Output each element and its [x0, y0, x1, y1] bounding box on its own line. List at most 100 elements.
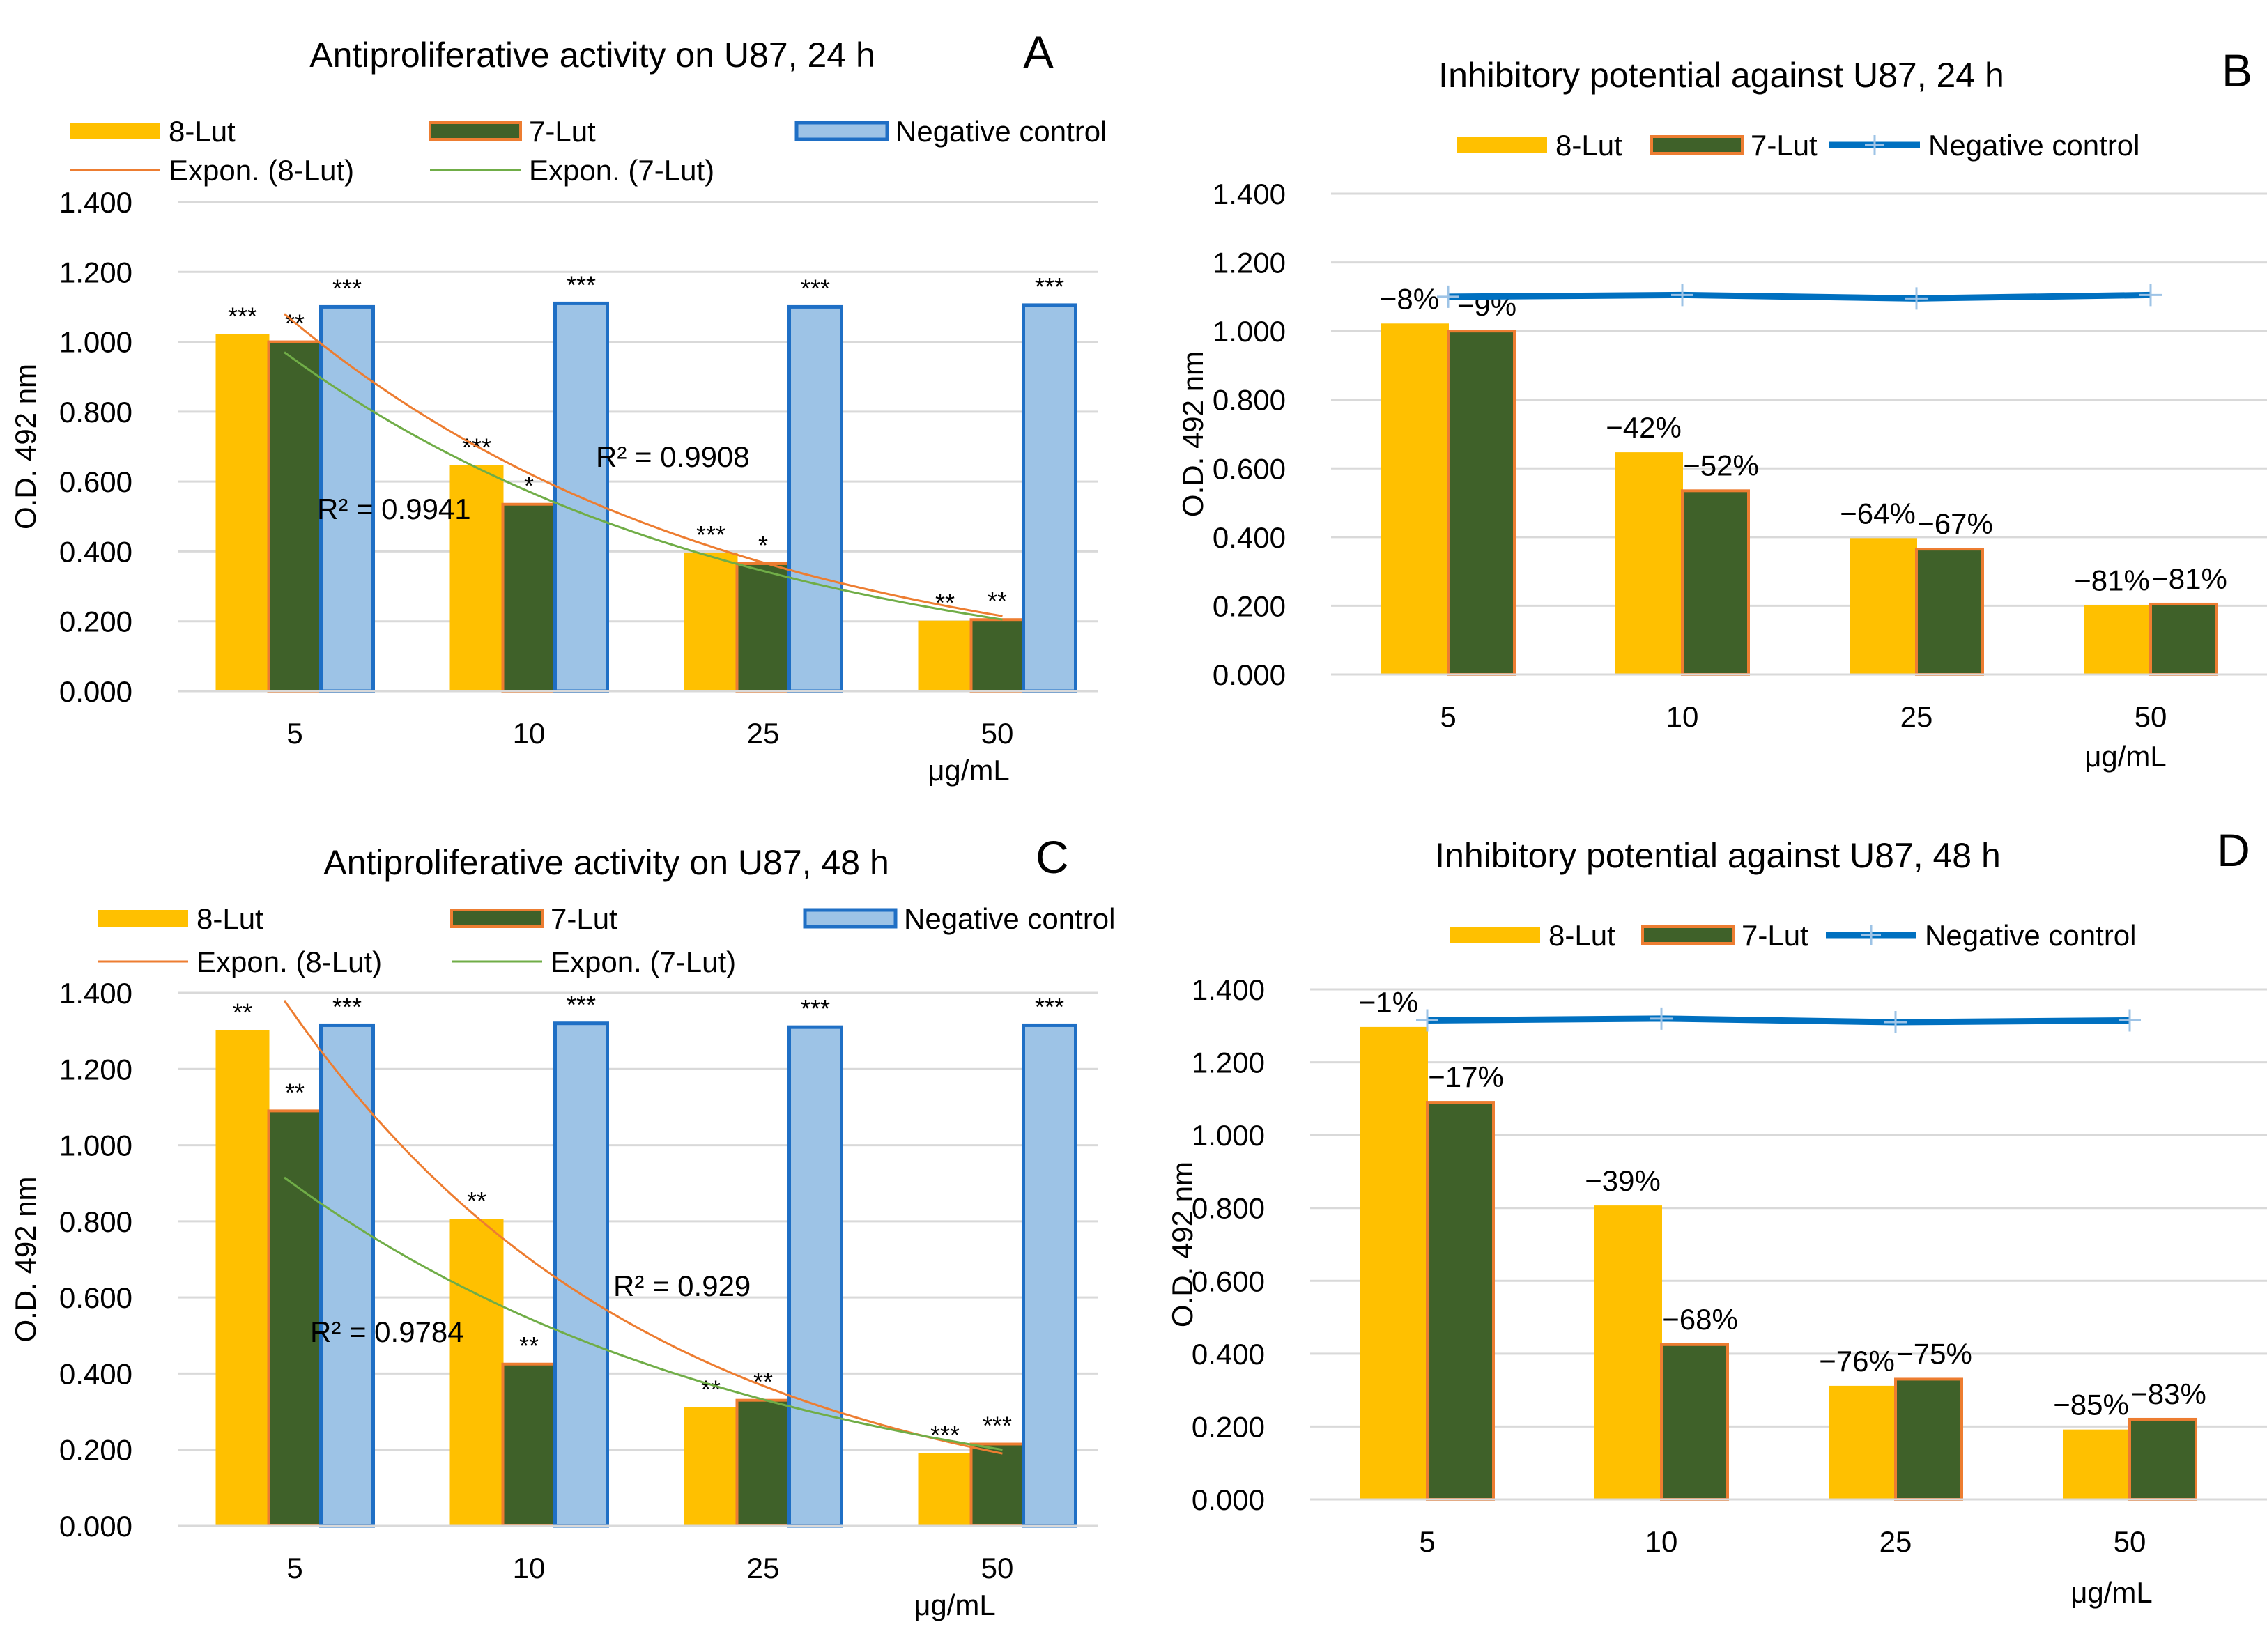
y-tick-label: 0.600 — [59, 1281, 132, 1314]
significance-mark: *** — [930, 1421, 960, 1449]
y-tick-label: 0.000 — [1192, 1483, 1265, 1516]
bar-7-lut — [735, 1398, 791, 1528]
bar-7-lut — [1447, 330, 1516, 676]
y-tick-label: 0.400 — [59, 1357, 132, 1390]
y-tick-label: 1.400 — [59, 186, 132, 219]
x-tick-label: 50 — [981, 1552, 1014, 1584]
bar-7-lut — [1681, 489, 1750, 676]
panel-letter: D — [2217, 824, 2250, 876]
x-tick-label: 25 — [1900, 700, 1933, 733]
significance-mark: *** — [801, 274, 830, 302]
legend-item: 8-Lut — [1450, 919, 1615, 952]
x-unit-label: μg/mL — [2070, 1576, 2153, 1609]
percent-label: −17% — [1428, 1060, 1504, 1093]
legend-label: 7-Lut — [529, 115, 596, 148]
negative-control-marker — [1416, 1009, 1438, 1032]
y-tick-label: 1.400 — [1192, 973, 1265, 1006]
bar-7-lut — [1915, 548, 1984, 676]
r-squared-label: R² = 0.9784 — [310, 1315, 464, 1348]
x-tick-label: 5 — [1440, 700, 1456, 733]
bar-8-lut — [215, 1030, 270, 1527]
legend-item: Expon. (7-Lut) — [430, 154, 714, 187]
significance-mark: *** — [801, 994, 830, 1023]
legend-item: Negative control — [1829, 129, 2140, 162]
significance-mark: *** — [332, 274, 362, 302]
significance-mark: *** — [567, 270, 596, 299]
negative-control-marker — [1884, 1011, 1907, 1034]
significance-mark: *** — [1035, 272, 1064, 301]
bar-7-lut — [2149, 602, 2218, 677]
y-tick-label: 1.000 — [1213, 315, 1286, 348]
significance-mark: *** — [983, 1412, 1012, 1440]
y-tick-label: 1.400 — [1213, 178, 1286, 210]
percent-label: −81% — [2151, 562, 2227, 595]
y-tick-label: 1.200 — [1192, 1047, 1265, 1079]
y-tick-label: 1.000 — [1192, 1119, 1265, 1152]
legend-swatch-negative-control — [794, 121, 889, 141]
significance-mark: *** — [1035, 992, 1064, 1021]
bar-8-lut — [684, 1407, 738, 1527]
legend-swatch-8-lut — [98, 910, 188, 927]
y-axis-label: O.D. 492 nm — [9, 1176, 42, 1342]
legend-marker — [1861, 925, 1881, 945]
chart-title: Antiproliferative activity on U87, 48 h — [323, 843, 889, 882]
legend-swatch-7-lut — [1650, 135, 1744, 155]
bar-negative-control — [787, 1025, 843, 1528]
bar-7-lut — [1894, 1377, 1963, 1502]
y-tick-label: 1.400 — [59, 977, 132, 1010]
y-tick-label: 0.000 — [59, 1510, 132, 1543]
negative-control-line — [1447, 291, 2151, 302]
legend-swatch-7-lut — [1641, 925, 1735, 945]
legend-label: Negative control — [904, 902, 1116, 935]
x-tick-label: 5 — [286, 717, 302, 750]
x-unit-label: μg/mL — [928, 754, 1010, 787]
legend-item: 8-Lut — [1457, 129, 1622, 162]
bar-negative-control — [787, 304, 843, 693]
legend-swatch-7-lut — [450, 909, 544, 928]
x-tick-label: 5 — [1419, 1525, 1435, 1558]
legend-label: 7-Lut — [1751, 129, 1818, 162]
r-squared-label: R² = 0.9941 — [317, 493, 471, 525]
x-tick-label: 10 — [513, 717, 546, 750]
significance-mark: ** — [988, 587, 1007, 615]
x-tick-label: 25 — [747, 1552, 780, 1584]
bar-8-lut — [1829, 1385, 1896, 1501]
legend-label: 8-Lut — [1555, 129, 1622, 162]
legend-item: Expon. (8-Lut) — [70, 154, 354, 187]
significance-mark: ** — [935, 589, 955, 617]
percent-label: −85% — [2053, 1389, 2129, 1421]
bar-7-lut — [1426, 1101, 1495, 1501]
bar-8-lut — [2084, 605, 2151, 676]
bar-7-lut — [267, 340, 323, 693]
x-tick-label: 10 — [1666, 700, 1699, 733]
bar-7-lut — [969, 1442, 1025, 1527]
chart-title: Antiproliferative activity on U87, 24 h — [309, 36, 875, 75]
y-tick-label: 0.600 — [1213, 452, 1286, 485]
y-tick-label: 0.000 — [59, 675, 132, 708]
y-tick-label: 0.400 — [1192, 1338, 1265, 1371]
significance-mark: * — [758, 531, 768, 559]
y-tick-label: 0.200 — [1213, 589, 1286, 622]
chart-title: Inhibitory potential against U87, 24 h — [1438, 56, 2004, 95]
legend-swatch-8-lut — [1450, 927, 1540, 943]
trendline-8-lut — [284, 313, 1003, 617]
bar-8-lut — [215, 334, 270, 692]
bar-negative-control — [319, 1023, 375, 1528]
bar-negative-control — [1022, 1023, 1077, 1528]
panel-letter: A — [1023, 26, 1054, 78]
legend-label: Negative control — [896, 115, 1107, 148]
legend-item: 7-Lut — [429, 115, 596, 148]
panel-letter: B — [2222, 45, 2252, 96]
bar-8-lut — [1381, 323, 1449, 675]
y-tick-label: 0.400 — [1213, 521, 1286, 554]
legend-item: 7-Lut — [1650, 129, 1818, 162]
legend-label: Negative control — [1925, 919, 2137, 952]
percent-label: −81% — [2074, 564, 2150, 596]
y-tick-label: 1.000 — [59, 1129, 132, 1162]
legend-swatch-negative-control — [803, 908, 898, 929]
bar-8-lut — [684, 552, 738, 693]
bar-7-lut — [735, 562, 791, 693]
r-squared-label: R² = 0.929 — [613, 1269, 751, 1302]
bar-8-lut — [1360, 1026, 1428, 1500]
negative-control-line — [1427, 1015, 2130, 1026]
